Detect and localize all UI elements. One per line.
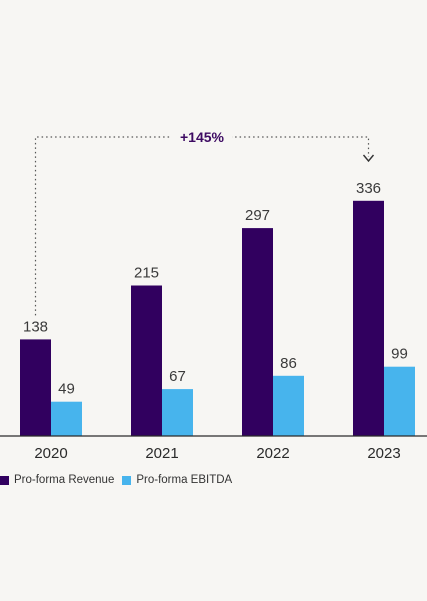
legend-swatch-ebitda bbox=[122, 475, 132, 485]
value-label-ebitda-2022: 86 bbox=[280, 355, 297, 372]
value-label-revenue-2020: 138 bbox=[23, 318, 48, 335]
legend-item-ebitda: Pro-forma EBITDA bbox=[122, 474, 232, 486]
bar-revenue-2021 bbox=[131, 285, 162, 436]
value-label-revenue-2022: 297 bbox=[245, 207, 270, 224]
x-tick-labels: 2020 2021 2022 2023 bbox=[34, 445, 400, 462]
growth-arrowhead-icon bbox=[362, 154, 375, 163]
value-label-ebitda-2020: 49 bbox=[58, 381, 75, 398]
bar-revenue-2022 bbox=[242, 228, 273, 436]
growth-label: +145% bbox=[180, 129, 225, 145]
legend-swatch-revenue bbox=[0, 475, 9, 485]
x-tick-2021: 2021 bbox=[145, 445, 178, 462]
x-tick-2022: 2022 bbox=[256, 445, 289, 462]
bar-ebitda-2022 bbox=[273, 375, 304, 436]
legend-label-ebitda: Pro-forma EBITDA bbox=[136, 474, 233, 486]
growth-annotation: +145% bbox=[34, 127, 375, 316]
value-label-revenue-2021: 215 bbox=[134, 265, 159, 282]
growth-label-background bbox=[172, 127, 232, 147]
value-label-revenue-2023: 336 bbox=[356, 180, 381, 197]
bar-ebitda-2023 bbox=[384, 366, 415, 436]
bar-revenue-2020 bbox=[20, 339, 51, 436]
value-label-ebitda-2023: 99 bbox=[391, 346, 408, 363]
bar-ebitda-2020 bbox=[51, 401, 82, 436]
bar-ebitda-2021 bbox=[162, 389, 193, 436]
value-label-ebitda-2021: 67 bbox=[169, 368, 186, 385]
bars-layer: 138 49 215 67 297 86 336 99 bbox=[20, 180, 415, 436]
x-tick-2020: 2020 bbox=[34, 445, 67, 462]
legend: Pro-forma Revenue Pro-forma EBITDA bbox=[0, 474, 240, 486]
x-tick-2023: 2023 bbox=[367, 445, 400, 462]
growth-bracket-line bbox=[34, 136, 370, 316]
bar-revenue-2023 bbox=[353, 200, 384, 436]
legend-item-revenue: Pro-forma Revenue bbox=[0, 474, 114, 486]
legend-label-revenue: Pro-forma Revenue bbox=[14, 474, 115, 486]
